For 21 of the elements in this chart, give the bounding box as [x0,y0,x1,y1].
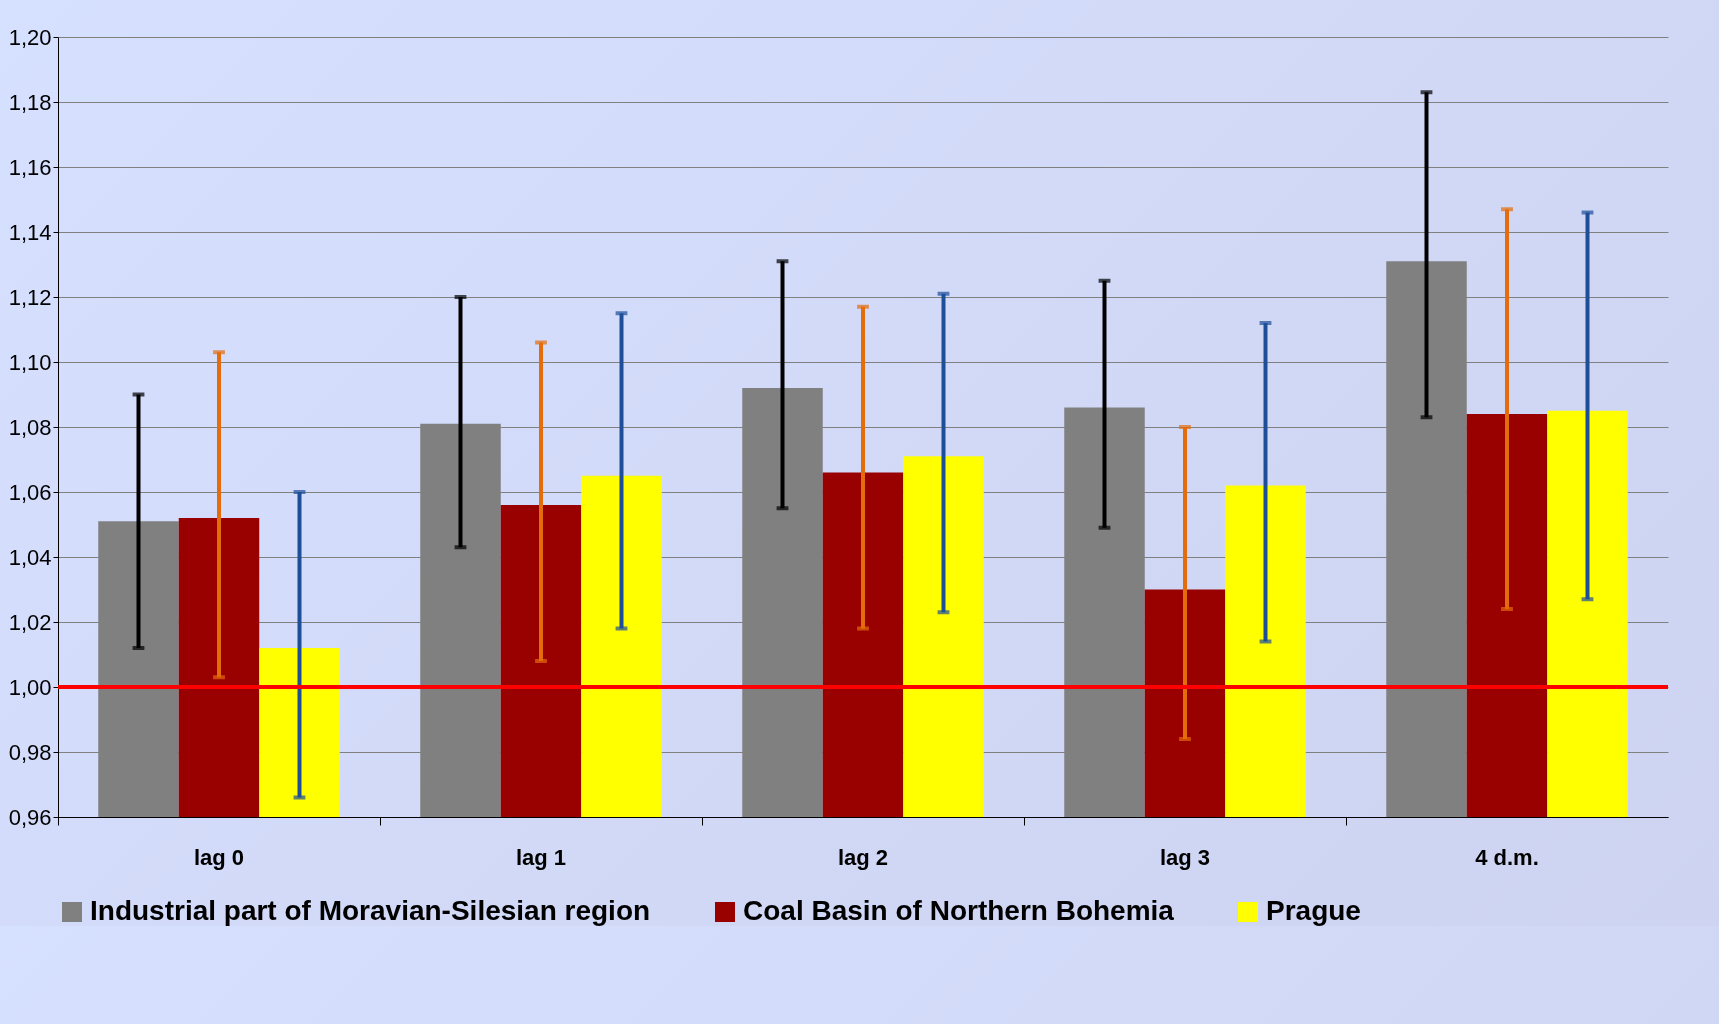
y-tick-label: 0,98 [8,739,52,765]
x-tick-label: lag 3 [1159,844,1211,870]
y-tick-label: 1,00 [8,674,52,700]
y-tick-label: 1,20 [8,24,52,50]
x-tick-label: lag 2 [837,844,889,870]
y-tick-label: 1,06 [8,479,52,505]
y-tick-label: 1,18 [8,89,52,115]
y-tick-label: 1,12 [8,284,52,310]
y-tick-label: 0,96 [8,804,52,830]
y-tick-label: 1,04 [8,544,52,570]
legend-label: Industrial part of Moravian-Silesian region [90,895,651,926]
y-tick-label: 1,10 [8,349,52,375]
y-tick-label: 1,16 [8,154,52,180]
y-tick-label: 1,02 [8,609,52,635]
legend-label: Prague [1266,895,1361,926]
x-tick-label: lag 1 [515,844,567,870]
legend-label: Coal Basin of Northern Bohemia [743,895,1175,926]
x-tick-label: lag 0 [193,844,245,870]
y-tick-label: 1,14 [8,219,52,245]
x-tick-label: 4 d.m. [1475,844,1539,870]
y-tick-label: 1,08 [8,414,52,440]
